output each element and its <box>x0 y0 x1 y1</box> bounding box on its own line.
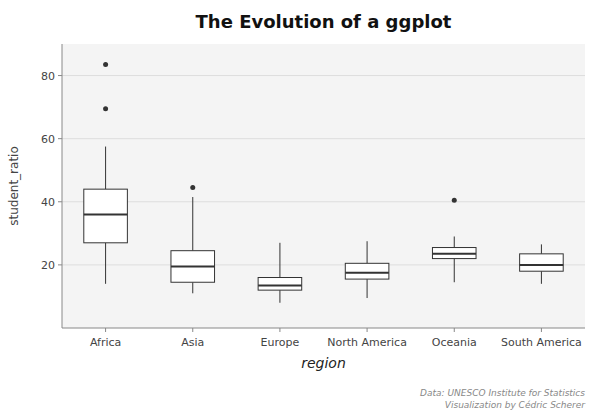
x-tick <box>279 328 280 332</box>
x-tick <box>454 328 455 332</box>
whisker-low <box>454 259 455 283</box>
y-tick-label: 80 <box>41 70 55 83</box>
y-tick <box>58 201 62 202</box>
outlier <box>452 198 457 203</box>
caption-line: Data: UNESCO Institute for Statistics <box>420 388 585 398</box>
x-axis-line <box>62 328 585 329</box>
plot-area <box>62 44 585 328</box>
median-line <box>258 284 302 286</box>
outlier <box>103 62 108 67</box>
box-iqr <box>432 248 476 259</box>
y-tick-label: 60 <box>41 133 55 146</box>
whisker-low <box>279 290 280 303</box>
y-tick-label: 40 <box>41 196 55 209</box>
median-line <box>520 264 564 266</box>
grid-line <box>62 138 585 139</box>
median-line <box>171 265 215 267</box>
x-tick <box>367 328 368 332</box>
x-tick <box>105 328 106 332</box>
grid-line <box>62 201 585 202</box>
outlier <box>190 185 195 190</box>
outlier <box>103 106 108 111</box>
whisker-high <box>192 197 193 251</box>
median-line <box>432 253 476 255</box>
x-tick-label: South America <box>501 336 582 349</box>
y-tick <box>58 264 62 265</box>
whisker-high <box>367 241 368 263</box>
box-iqr <box>520 254 564 271</box>
title: The Evolution of a ggplot <box>196 11 452 32</box>
whisker-low <box>367 279 368 298</box>
y-axis-line <box>62 44 63 328</box>
x-tick <box>541 328 542 332</box>
box-iqr <box>345 263 389 279</box>
grid-line <box>62 75 585 76</box>
whisker-high <box>279 243 280 278</box>
caption-line: Visualization by Cédric Scherer <box>445 400 586 410</box>
x-tick-label: Oceania <box>432 336 477 349</box>
whisker-high <box>541 244 542 253</box>
box-iqr <box>84 189 128 243</box>
caption: Data: UNESCO Institute for Statistics Vis… <box>420 388 586 410</box>
y-tick <box>58 138 62 139</box>
x-tick-label: Europe <box>261 336 300 349</box>
median-line <box>84 213 128 215</box>
boxes <box>84 62 563 303</box>
whisker-low <box>541 271 542 284</box>
whisker-high <box>454 236 455 247</box>
median-line <box>345 272 389 274</box>
chart: 20 40 60 80 Africa Asia Europe North America Oce… <box>0 0 600 416</box>
x-tick-label: North America <box>327 336 407 349</box>
x-axis-label: region <box>301 355 346 371</box>
y-axis-label: student_ratio <box>7 146 21 226</box>
whisker-high <box>105 147 106 190</box>
whisker-low <box>192 282 193 293</box>
x-tick-label: Asia <box>181 336 204 349</box>
box-iqr <box>258 278 302 291</box>
y-tick <box>58 75 62 76</box>
y-tick-label: 20 <box>41 259 55 272</box>
box-iqr <box>171 251 215 283</box>
x-tick <box>192 328 193 332</box>
whisker-low <box>105 243 106 284</box>
x-tick-label: Africa <box>90 336 121 349</box>
grid-line <box>62 264 585 265</box>
